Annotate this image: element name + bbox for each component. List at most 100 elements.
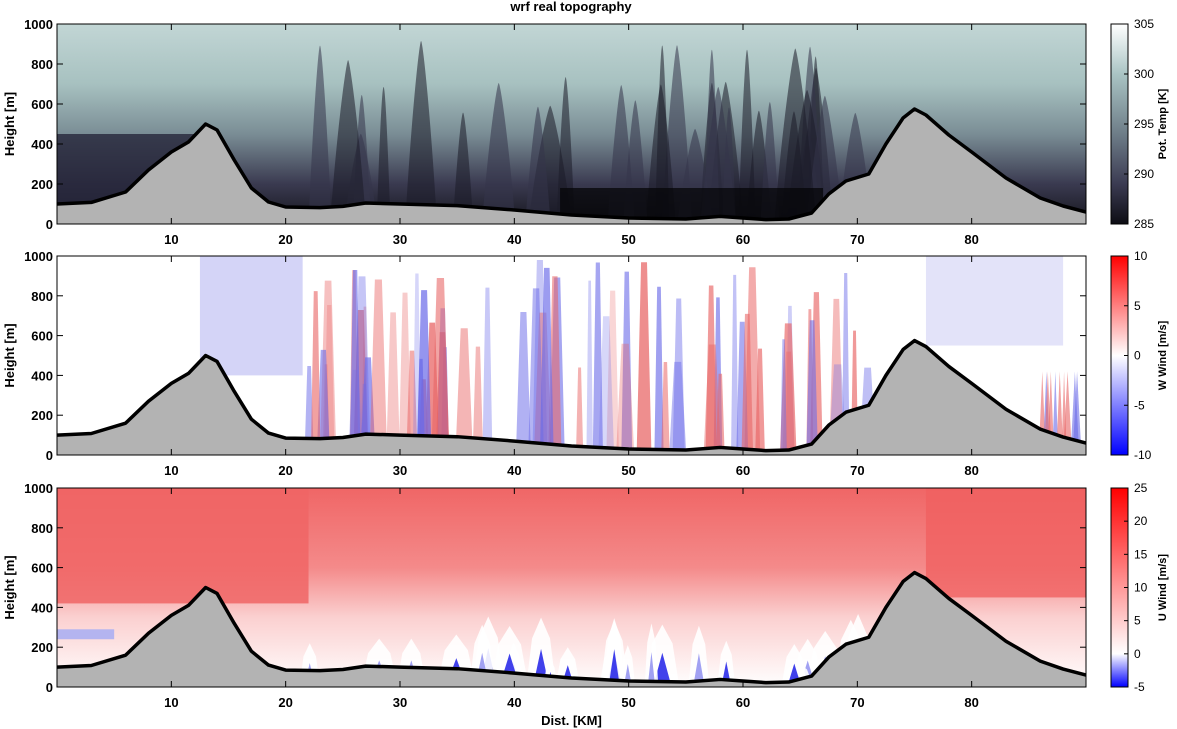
y-axis-label: Height [m] [2,92,17,156]
downdraft-west [199,256,303,376]
wave-band [586,280,593,455]
axes-frame [56,23,1087,225]
reverse-flow-west [57,629,115,640]
colorbar-tick-label: 10 [1134,581,1148,595]
colorbar-tick-label: 10 [1134,249,1148,263]
wave-band [1072,371,1082,455]
wave-band [616,343,635,455]
wave-band [661,362,670,455]
wave-band [741,313,754,455]
wave-band [386,312,400,455]
wave-band [592,262,603,455]
plume [308,45,332,224]
wave-band [316,349,330,455]
y-tick-label: 0 [46,680,53,695]
x-tick-label: 40 [507,463,521,478]
wave-band [606,290,619,455]
plume [452,112,474,224]
wave-band [672,298,685,455]
x-tick-label: 50 [621,232,635,247]
x-tick-label: 20 [278,232,292,247]
y-tick-label: 1000 [24,481,53,496]
x-tick-label: 20 [278,463,292,478]
x-tick-label: 40 [507,232,521,247]
plume [556,77,575,224]
x-axis-label: Dist. [KM] [541,713,602,728]
x-tick-label: 60 [736,232,750,247]
x-tick-label: 20 [278,695,292,710]
reverse-flow-cell [647,652,656,687]
x-tick-label: 60 [736,463,750,478]
y-tick-label: 600 [31,329,53,344]
colorbar-label: W Wind [m/s] [1157,320,1169,390]
plume [655,45,670,224]
wave-band [654,286,664,455]
plume [738,49,756,224]
colorbar-tick-label: 15 [1134,547,1148,561]
wave-band [310,291,321,455]
jet-west [57,488,309,604]
colorbar-tick-label: 5 [1134,299,1141,313]
plume [330,60,367,224]
wave-band [472,346,484,455]
colorbar-tick-label: 285 [1134,217,1154,231]
y-tick-label: 400 [31,368,53,383]
field-pot-temp [57,24,1086,224]
wave-band [779,323,797,455]
colorbar-tick-label: 5 [1134,614,1141,628]
wave-band [575,367,584,455]
colorbar-tick-label: -10 [1134,448,1152,462]
x-tick-label: 80 [964,695,978,710]
panel-pot-temp: 10 20 30 40 50 60 70 8002004006008001000Height … [2,17,1169,247]
colorbar-label: Pot. Temp [K] [1157,88,1169,159]
wave-band [636,262,652,455]
wave-band [841,273,850,455]
x-tick-label: 30 [393,463,407,478]
colorbar-tick-label: 305 [1134,17,1154,31]
reverse-flow-cell [608,649,620,687]
axes-frame [56,487,1087,688]
colorbar-tick-label: 25 [1134,481,1148,495]
y-tick-label: 800 [31,521,53,536]
wave-band [369,279,388,455]
wave-band [360,357,376,455]
y-tick-label: 200 [31,177,53,192]
colorbar-tick-label: 295 [1134,117,1154,131]
y-axis-label: Height [m] [2,323,17,387]
y-tick-label: 0 [46,448,53,463]
wave-band [806,320,818,455]
colorbar-tick-label: -5 [1134,398,1145,412]
panel-w-wind: 10 20 30 40 50 60 70 8002004006008001000Height … [2,249,1169,478]
y-tick-label: 200 [31,640,53,655]
colorbar-tick-label: 0 [1134,647,1141,661]
y-tick-label: 1000 [24,17,53,32]
colorbar-tick-label: 290 [1134,167,1154,181]
wave-band [539,267,554,455]
plume [481,82,516,224]
wave-band [455,328,473,455]
x-tick-label: 30 [393,695,407,710]
wave-band [780,339,787,455]
field-w-wind [57,256,1086,455]
x-tick-label: 10 [164,463,178,478]
y-tick-label: 800 [31,57,53,72]
wave-band [703,344,721,455]
wave-band [406,350,418,455]
wave-band [731,274,739,455]
plume [376,87,391,224]
y-tick-label: 1000 [24,249,53,264]
plume [525,106,551,224]
axes-frame [56,255,1087,456]
x-tick-label: 10 [164,232,178,247]
wave-band [431,277,450,455]
x-tick-label: 80 [964,232,978,247]
y-tick-label: 800 [31,289,53,304]
wave-band [1063,371,1073,455]
x-tick-label: 70 [850,232,864,247]
field-u-wind [57,488,1086,687]
colorbar-label: U Wind [m/s] [1157,554,1169,621]
wave-band [598,316,615,455]
jet-east [925,488,1086,598]
y-tick-label: 600 [31,97,53,112]
